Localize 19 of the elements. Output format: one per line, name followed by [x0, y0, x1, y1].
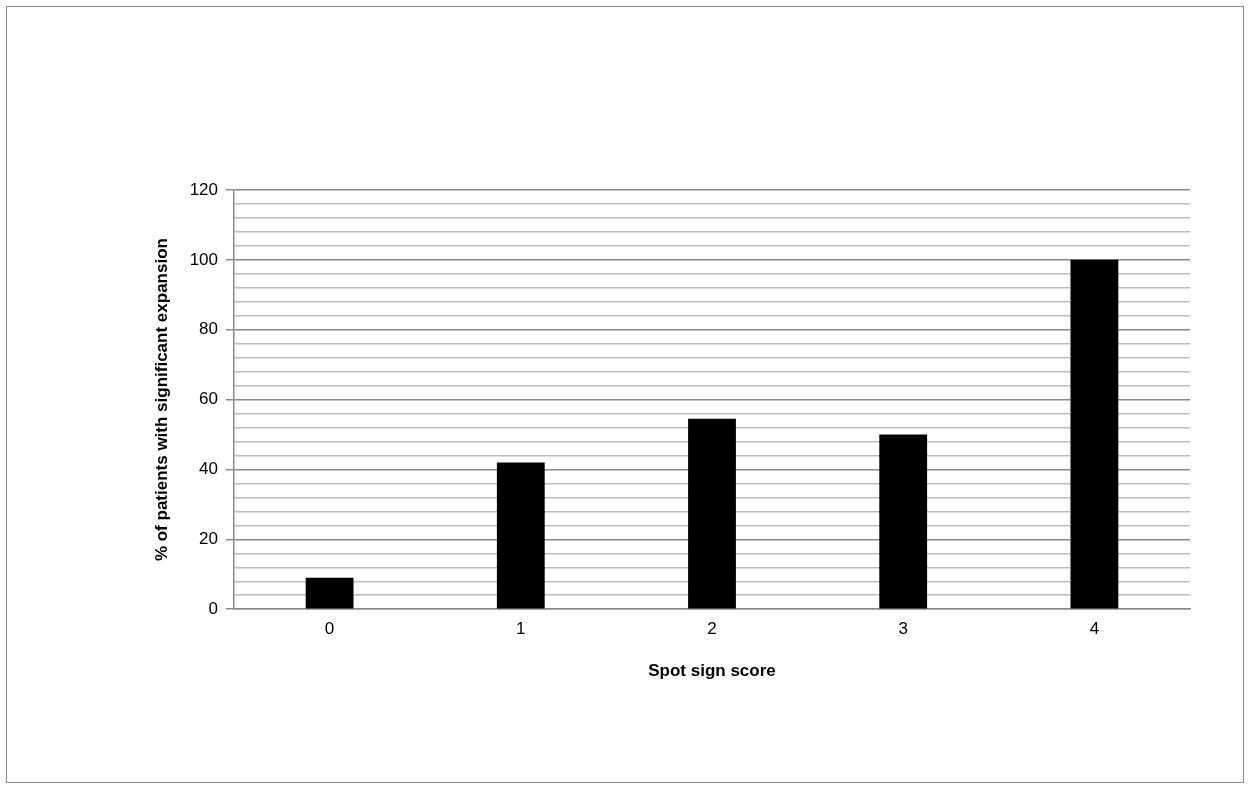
x-tick-label: 3	[898, 619, 908, 639]
x-tick-label: 4	[1089, 619, 1100, 639]
y-tick-label: 100	[189, 249, 218, 269]
bar	[879, 434, 928, 609]
bar	[496, 462, 545, 609]
y-tick-label: 80	[199, 319, 218, 339]
y-tick-label: 60	[199, 389, 218, 409]
y-tick-label: 40	[199, 459, 218, 479]
bar	[688, 418, 736, 609]
x-tick-label: 0	[324, 619, 335, 639]
bar	[1070, 259, 1119, 609]
y-tick-label: 120	[189, 179, 218, 199]
x-axis-title: Spot sign score	[648, 661, 776, 681]
x-tick-label: 1	[516, 619, 526, 639]
y-tick-label: 20	[199, 529, 218, 549]
y-axis-title: % of patients with significant expansion	[151, 238, 171, 562]
y-tick-label: 0	[208, 598, 218, 618]
bar	[305, 577, 354, 609]
x-tick-label: 2	[707, 619, 717, 639]
